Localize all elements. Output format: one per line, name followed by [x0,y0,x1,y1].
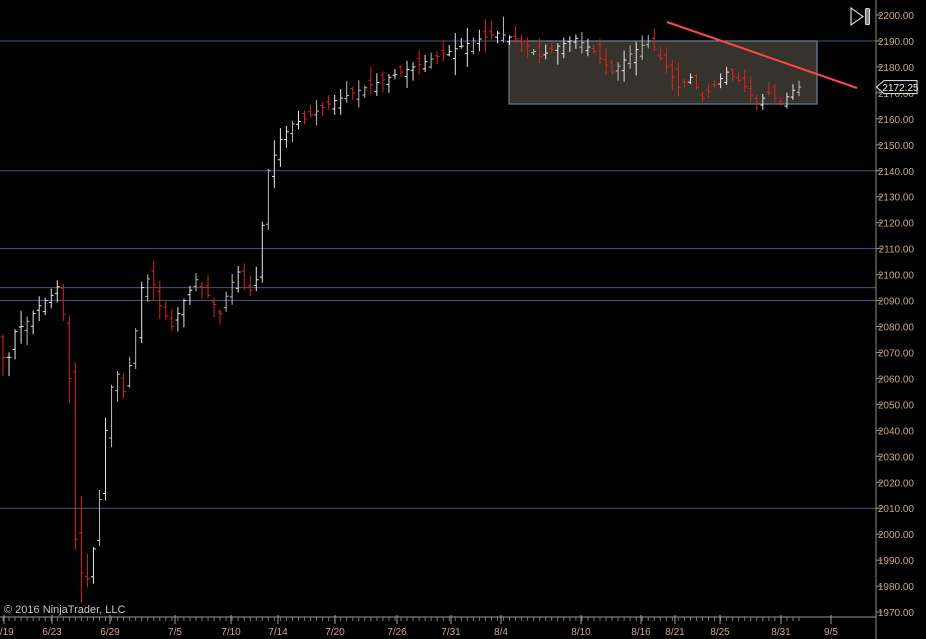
svg-text:8/31: 8/31 [771,627,791,638]
svg-text:7/20: 7/20 [325,627,345,638]
svg-text:2100.00: 2100.00 [878,271,915,282]
svg-text:2160.00: 2160.00 [878,115,915,126]
svg-text:1980.00: 1980.00 [878,582,915,593]
svg-text:2180.00: 2180.00 [878,63,915,74]
svg-text:2020.00: 2020.00 [878,478,915,489]
svg-text:2000.00: 2000.00 [878,530,915,541]
svg-text:2010.00: 2010.00 [878,504,915,515]
svg-text:7/14: 7/14 [268,627,288,638]
svg-text:2080.00: 2080.00 [878,323,915,334]
svg-text:2070.00: 2070.00 [878,348,915,359]
svg-text:9/5: 9/5 [824,627,838,638]
svg-text:7/26: 7/26 [387,627,407,638]
svg-text:8/21: 8/21 [665,627,685,638]
svg-text:2120.00: 2120.00 [878,219,915,230]
svg-text:7/31: 7/31 [441,627,461,638]
svg-text:2140.00: 2140.00 [878,167,915,178]
svg-text:2060.00: 2060.00 [878,374,915,385]
svg-text:2172.25: 2172.25 [882,83,919,94]
svg-text:8/25: 8/25 [710,627,730,638]
svg-text:2050.00: 2050.00 [878,400,915,411]
svg-text:2030.00: 2030.00 [878,452,915,463]
svg-text:2190.00: 2190.00 [878,37,915,48]
svg-text:2130.00: 2130.00 [878,193,915,204]
svg-text:2090.00: 2090.00 [878,297,915,308]
svg-text:6/19: 6/19 [0,627,14,638]
svg-text:2150.00: 2150.00 [878,141,915,152]
svg-text:7/5: 7/5 [168,627,182,638]
svg-text:6/29: 6/29 [100,627,120,638]
svg-text:1970.00: 1970.00 [878,608,915,619]
svg-text:1990.00: 1990.00 [878,556,915,567]
svg-text:2110.00: 2110.00 [879,245,915,256]
svg-text:7/10: 7/10 [221,627,241,638]
svg-text:6/23: 6/23 [42,627,62,638]
svg-text:2040.00: 2040.00 [878,426,915,437]
svg-text:8/16: 8/16 [631,627,651,638]
svg-text:8/10: 8/10 [571,627,591,638]
svg-text:2200.00: 2200.00 [878,11,915,22]
svg-text:8/4: 8/4 [494,627,508,638]
